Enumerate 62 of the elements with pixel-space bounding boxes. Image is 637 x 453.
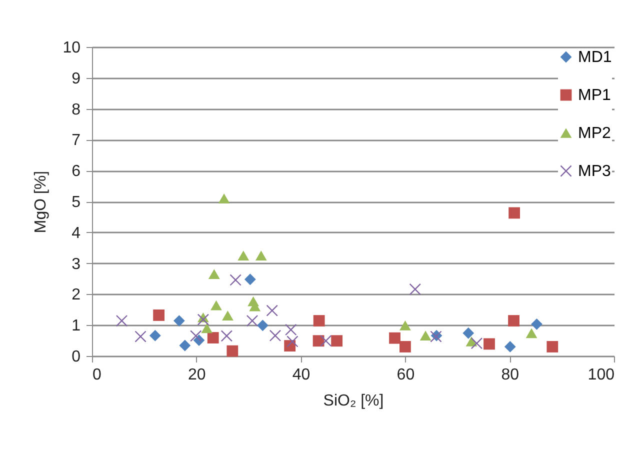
- x-tick-label: 20: [188, 366, 206, 384]
- point: [285, 324, 297, 336]
- legend-label: MD1: [578, 49, 612, 66]
- x-axis-title: SiO₂ [%]: [323, 392, 384, 410]
- point: [504, 341, 516, 352]
- point: [400, 320, 411, 330]
- point: [320, 335, 332, 347]
- legend-label: MP3: [578, 163, 611, 180]
- point: [546, 341, 558, 352]
- point: [244, 274, 256, 286]
- point: [218, 193, 230, 204]
- point: [256, 320, 268, 332]
- point: [226, 345, 238, 357]
- point: [149, 330, 161, 342]
- point: [526, 328, 538, 338]
- point: [210, 300, 222, 310]
- point: [270, 330, 281, 342]
- point: [462, 327, 474, 339]
- point: [116, 315, 128, 326]
- point: [222, 310, 234, 320]
- x-tick-label: 60: [396, 366, 415, 384]
- point: [420, 330, 432, 341]
- point: [208, 269, 220, 280]
- x-tick-label: 100: [588, 366, 615, 384]
- point: [255, 250, 267, 261]
- point: [179, 340, 191, 352]
- y-tick-label: 3: [72, 256, 81, 273]
- point: [508, 315, 520, 326]
- point: [266, 304, 278, 316]
- point: [197, 314, 209, 326]
- point: [246, 315, 258, 326]
- point: [313, 315, 325, 326]
- point: [238, 250, 250, 261]
- point: [201, 323, 213, 334]
- point: [331, 335, 343, 347]
- y-tick-label: 5: [72, 194, 81, 211]
- y-axis-title: MgO [%]: [32, 170, 50, 234]
- x-tick-label: 40: [292, 366, 310, 384]
- y-tick-label: 4: [72, 224, 81, 242]
- point: [190, 330, 202, 342]
- y-tick-label: 0: [72, 348, 81, 366]
- point: [389, 332, 400, 344]
- point: [531, 318, 542, 330]
- point: [466, 336, 478, 346]
- y-tick-label: 7: [72, 132, 81, 150]
- legend-label: MP2: [578, 125, 611, 142]
- point: [508, 207, 520, 219]
- x-tick-label: 80: [501, 366, 520, 384]
- point: [153, 310, 165, 321]
- y-tick-label: 8: [72, 101, 81, 118]
- point: [220, 330, 232, 342]
- y-tick-label: 9: [72, 70, 81, 88]
- y-tick-label: 1: [72, 318, 81, 335]
- point: [400, 341, 411, 352]
- x-tick-label: 0: [92, 366, 102, 384]
- y-tick-label: 6: [72, 163, 81, 180]
- point: [207, 332, 219, 344]
- y-tick-label: 2: [72, 286, 81, 304]
- point: [484, 338, 495, 350]
- point: [173, 315, 185, 326]
- y-tick-label: 10: [62, 40, 81, 56]
- legend-label: MP1: [578, 87, 611, 104]
